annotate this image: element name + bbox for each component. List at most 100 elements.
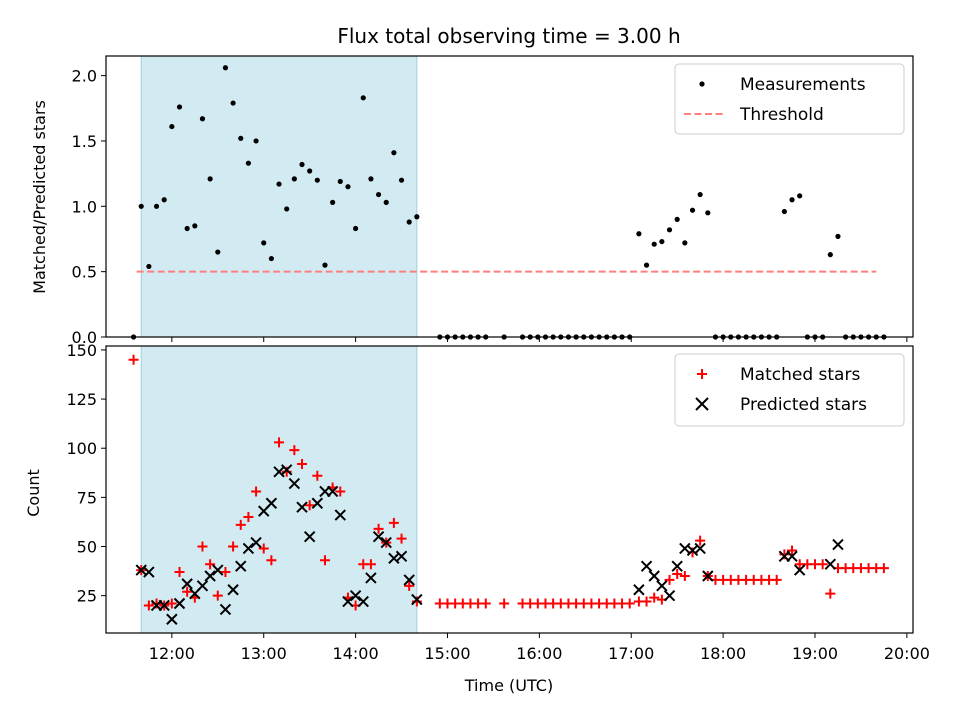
measurement-point — [238, 135, 244, 141]
measurement-point — [797, 193, 803, 199]
matched-star-marker — [649, 592, 660, 603]
predicted-star-marker — [832, 538, 844, 551]
matched-star-marker — [166, 598, 177, 609]
bottom-y-tick-label: 150 — [66, 341, 97, 360]
matched-star-marker — [787, 545, 798, 556]
matched-star-marker — [243, 512, 254, 523]
matched-star-marker — [695, 535, 706, 546]
chart-title: Flux total observing time = 3.00 h — [337, 24, 680, 48]
bottom-series-1 — [135, 464, 844, 625]
bottom-y-tick-label: 125 — [66, 390, 97, 409]
top-legend: Measurements Threshold — [674, 63, 905, 135]
measurement-point — [314, 177, 320, 183]
predicted-star-marker — [326, 485, 339, 498]
measurement-point — [375, 191, 382, 198]
predicted-star-marker — [411, 593, 423, 606]
x-tick-label: 17:00 — [608, 644, 654, 663]
measurement-point — [643, 262, 650, 268]
measurement-point — [353, 225, 359, 232]
top-axes-frame — [105, 55, 914, 338]
measurement-point — [138, 203, 144, 209]
predicted-star-marker — [694, 542, 706, 555]
x-axis-label: Time (UTC) — [464, 676, 553, 695]
matched-star-marker — [235, 519, 246, 530]
matched-star-marker — [771, 574, 782, 585]
predicted-star-marker — [671, 560, 683, 572]
measurement-point — [383, 199, 389, 205]
measurement-point — [368, 176, 374, 182]
measurement-point — [337, 178, 343, 185]
x-tick-label: 18:00 — [700, 644, 746, 663]
matched-star-marker — [304, 500, 315, 511]
matched-star-marker — [228, 541, 239, 552]
predicted-star-marker — [143, 566, 155, 578]
measurement-point — [781, 208, 787, 215]
predicted-star-marker — [173, 597, 186, 610]
legend-label: Threshold — [739, 105, 824, 125]
measurement-point — [184, 225, 190, 232]
bottom-y-axis-label: Count — [24, 469, 43, 517]
measurement-point — [330, 199, 336, 205]
measurement-point — [253, 138, 259, 144]
matched-star-marker — [266, 555, 277, 566]
matched-star-marker — [480, 598, 491, 609]
measurement-point — [391, 150, 397, 156]
legend-label: Measurements — [740, 75, 866, 95]
measurement-point — [406, 219, 412, 225]
predicted-star-marker — [204, 570, 216, 582]
matched-star-marker — [319, 555, 330, 566]
measurement-point — [268, 255, 274, 262]
predicted-star-marker — [633, 584, 645, 596]
x-tick-label: 15:00 — [424, 644, 470, 663]
predicted-star-marker — [242, 542, 255, 555]
measurement-point — [705, 210, 711, 216]
measurement-point — [291, 176, 297, 182]
predicted-star-marker — [181, 578, 193, 590]
matched-star-marker — [641, 596, 652, 607]
legend-marker-x — [695, 397, 709, 411]
measurement-point — [835, 233, 841, 239]
predicted-star-marker — [786, 550, 798, 563]
predicted-star-marker — [663, 589, 676, 602]
predicted-star-marker — [793, 564, 806, 576]
x-tick-label: 13:00 — [241, 644, 287, 663]
measurement-point — [666, 227, 673, 233]
x-tick-label: 16:00 — [516, 644, 562, 663]
measurement-point — [651, 241, 657, 247]
measurement-point — [674, 216, 680, 222]
bottom-panel-plot-area: 25 50 75 100 125 150 12:00 13:00 14:00 15:00 16:00… — [66, 341, 929, 663]
matched-star-marker — [817, 559, 828, 570]
measurement-point — [207, 176, 213, 182]
matched-star-marker — [289, 445, 300, 456]
legend-label: Predicted stars — [740, 395, 867, 415]
predicted-star-marker — [648, 570, 660, 582]
matched-star-marker — [143, 600, 154, 611]
predicted-star-marker — [380, 536, 392, 549]
measurement-point — [689, 207, 696, 213]
matched-star-marker — [182, 586, 193, 597]
predicted-star-marker — [656, 580, 668, 592]
predicted-star-marker — [166, 613, 178, 625]
measurement-point — [299, 161, 305, 168]
matched-star-marker — [825, 588, 836, 599]
measurement-point — [697, 191, 703, 198]
bottom-shaded-span — [141, 346, 417, 633]
predicted-star-marker — [311, 497, 324, 509]
matched-star-marker — [335, 486, 346, 497]
bottom-y-tick-label: 25 — [77, 587, 97, 606]
predicted-star-marker — [357, 595, 369, 608]
predicted-star-marker — [235, 560, 247, 572]
matched-star-marker — [212, 590, 223, 601]
predicted-star-marker — [702, 570, 714, 582]
matched-star-marker — [205, 559, 216, 570]
measurement-point — [199, 116, 206, 122]
matched-star-marker — [373, 523, 384, 534]
matched-star-marker — [274, 437, 285, 448]
predicted-star-marker — [303, 530, 316, 543]
predicted-star-marker — [280, 464, 293, 476]
matched-star-marker — [664, 574, 675, 585]
matched-star-marker — [128, 354, 139, 365]
measurement-point — [153, 203, 160, 209]
predicted-star-marker — [372, 530, 385, 543]
measurement-point — [659, 238, 665, 245]
